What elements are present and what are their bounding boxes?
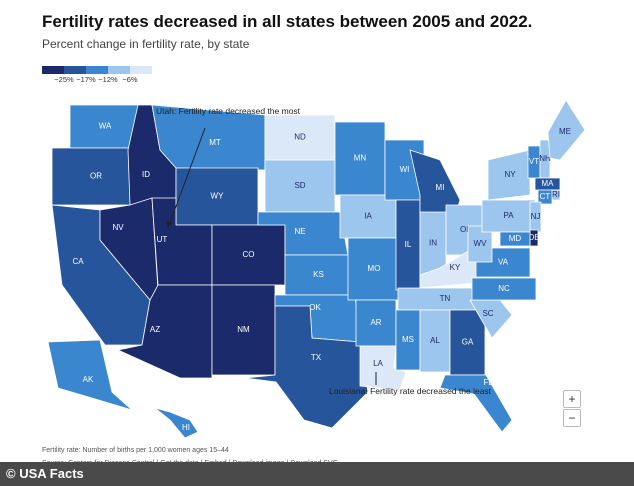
- state-label: NE: [294, 227, 305, 236]
- state-label: GA: [462, 338, 474, 347]
- state: [439, 374, 513, 433]
- state-label: IA: [364, 212, 372, 221]
- state-label: WA: [99, 122, 112, 131]
- state-label: AR: [370, 318, 381, 327]
- state-label: OR: [90, 172, 102, 181]
- state: [547, 99, 586, 161]
- state-label: WV: [474, 239, 488, 248]
- brand-name: USA Facts: [19, 466, 84, 481]
- brand-bar: © USA Facts: [0, 462, 634, 486]
- arrowhead: [166, 221, 172, 228]
- state-label: MA: [542, 179, 555, 188]
- state-label: NH: [539, 154, 551, 163]
- state-label: PA: [503, 211, 514, 220]
- state-label: LA: [373, 359, 383, 368]
- state-label: MI: [436, 183, 445, 192]
- state-label: CA: [72, 257, 84, 266]
- state-label: FL: [483, 378, 493, 387]
- legend: −25% −17% −12% −6%: [42, 66, 152, 84]
- state-label: RI: [552, 190, 560, 199]
- state-label: KY: [450, 263, 461, 272]
- state-label: CO: [243, 250, 255, 259]
- annotation-arrow: [167, 127, 206, 229]
- state-label: IN: [429, 239, 437, 248]
- state-label: UT: [157, 235, 168, 244]
- state-label: NV: [112, 223, 124, 232]
- legend-swatch: [86, 66, 108, 74]
- subtitle: Percent change in fertility rate, by sta…: [42, 37, 250, 51]
- state: [487, 149, 531, 201]
- state-label: NC: [498, 284, 510, 293]
- state-label: NY: [504, 170, 516, 179]
- zoom-out[interactable]: −: [563, 409, 581, 427]
- state-label: AZ: [150, 325, 160, 334]
- state-label: SC: [482, 309, 493, 318]
- state-label: TX: [311, 353, 322, 362]
- state-label: ID: [142, 170, 150, 179]
- legend-label: −6%: [122, 75, 138, 84]
- copyright: ©: [6, 466, 16, 481]
- state-label: NM: [237, 325, 250, 334]
- state-label: WY: [211, 192, 225, 201]
- state-label: OH: [460, 225, 472, 234]
- state-label: CT: [540, 192, 551, 201]
- footnote: Fertility rate: Number of births per 1,0…: [42, 447, 229, 454]
- state-label: VA: [498, 258, 509, 267]
- state-label: AL: [430, 336, 440, 345]
- state-label: KS: [313, 270, 324, 279]
- state-label: IL: [405, 240, 412, 249]
- state-label: DE: [528, 233, 539, 242]
- state-label: MS: [402, 335, 414, 344]
- state-label: OK: [309, 303, 321, 312]
- state-label: TN: [440, 294, 451, 303]
- state-label: VT: [529, 157, 539, 166]
- state-label: ME: [559, 127, 571, 136]
- legend-swatch: [64, 66, 86, 74]
- legend-swatch: [42, 66, 64, 74]
- state: [537, 189, 553, 205]
- legend-label: −25%: [54, 75, 74, 84]
- annotation: Louisiana: Fertility rate decreased the …: [329, 386, 492, 396]
- state: [154, 407, 199, 439]
- state: [47, 339, 133, 411]
- legend-label: −12%: [98, 75, 118, 84]
- state: [471, 277, 537, 301]
- state: [529, 201, 542, 233]
- legend-swatch: [108, 66, 130, 74]
- state-label: SD: [294, 181, 305, 190]
- state-label: WI: [400, 165, 410, 174]
- state: [499, 231, 531, 247]
- state-label: MT: [209, 138, 221, 147]
- legend-swatch: [130, 66, 152, 74]
- state-label: AK: [83, 375, 94, 384]
- state-label: MD: [509, 234, 522, 243]
- states: WA OR CA ID NV MT WY UT AZ CO NM ND SD NE KS OK TX MN IA MO…: [47, 99, 586, 439]
- state-label: MO: [368, 264, 381, 273]
- state-label: MN: [354, 154, 367, 163]
- zoom-in[interactable]: +: [563, 390, 581, 408]
- state-label: NJ: [531, 212, 541, 221]
- state-label: ND: [294, 133, 306, 142]
- map: WA OR CA ID NV MT WY UT AZ CO NM ND SD NE KS OK TX MN IA MO…: [42, 66, 586, 439]
- state-label: HI: [182, 423, 190, 432]
- state: [244, 305, 369, 429]
- title: Fertility rates decreased in all states …: [42, 12, 533, 31]
- annotation: Utah: Fertility rate decreased the most: [156, 106, 301, 116]
- legend-label: −17%: [76, 75, 96, 84]
